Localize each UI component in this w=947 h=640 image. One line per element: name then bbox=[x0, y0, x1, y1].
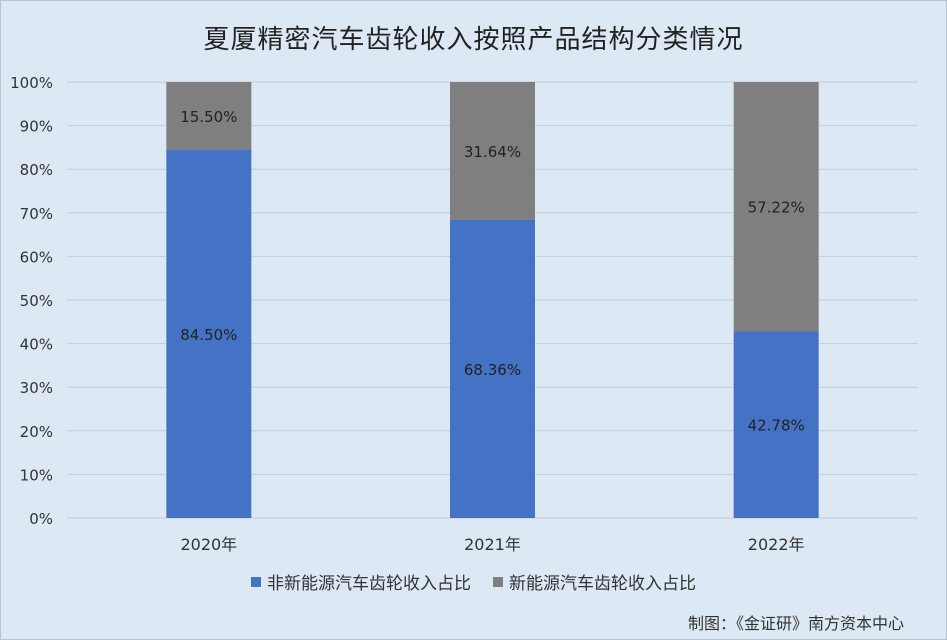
legend-swatch-nev bbox=[493, 576, 503, 587]
y-tick-label: 80% bbox=[20, 161, 53, 179]
y-tick-label: 30% bbox=[20, 379, 53, 397]
y-tick-label: 0% bbox=[29, 510, 53, 528]
bar-segment bbox=[166, 82, 252, 150]
data-label: 42.78% bbox=[748, 417, 805, 435]
bar-segment bbox=[450, 219, 535, 519]
data-label: 15.50% bbox=[180, 108, 237, 126]
bar-segment bbox=[733, 82, 819, 332]
x-tick-label: 2021年 bbox=[464, 535, 521, 554]
data-label: 31.64% bbox=[464, 143, 521, 161]
bar-segment bbox=[166, 149, 252, 518]
chart-title: 夏厦精密汽车齿轮收入按照产品结构分类情况 bbox=[203, 25, 744, 55]
legend-label-non-nev: 非新能源汽车齿轮收入占比 bbox=[267, 574, 471, 594]
data-label: 57.22% bbox=[748, 199, 805, 217]
y-tick-label: 70% bbox=[20, 205, 53, 223]
legend: 非新能源汽车齿轮收入占比 新能源汽车齿轮收入占比 bbox=[1, 569, 946, 594]
legend-item-non-nev: 非新能源汽车齿轮收入占比 bbox=[251, 569, 471, 594]
bar-segment bbox=[450, 82, 535, 220]
source-note: 制图：《金证研》南方资本中心 bbox=[687, 614, 904, 633]
y-tick-label: 20% bbox=[20, 423, 53, 441]
legend-label-nev: 新能源汽车齿轮收入占比 bbox=[509, 574, 696, 594]
legend-swatch-non-nev bbox=[251, 576, 261, 587]
y-tick-label: 100% bbox=[10, 74, 53, 92]
x-tick-label: 2022年 bbox=[748, 535, 805, 554]
y-tick-label: 10% bbox=[20, 466, 53, 484]
chart-plot: 0% 10% 20% 30% 40% 50% 60% 70% 80% 90% 100% 84.50% 1… bbox=[10, 74, 918, 554]
legend-item-nev: 新能源汽车齿轮收入占比 bbox=[493, 569, 696, 594]
bar-segment bbox=[733, 331, 819, 518]
data-label: 84.50% bbox=[180, 326, 237, 344]
y-tick-label: 60% bbox=[20, 248, 53, 266]
y-tick-label: 40% bbox=[20, 336, 53, 354]
y-tick-label: 90% bbox=[20, 118, 53, 136]
y-tick-label: 50% bbox=[20, 292, 53, 310]
data-label: 68.36% bbox=[464, 361, 521, 379]
x-tick-label: 2020年 bbox=[180, 535, 237, 554]
